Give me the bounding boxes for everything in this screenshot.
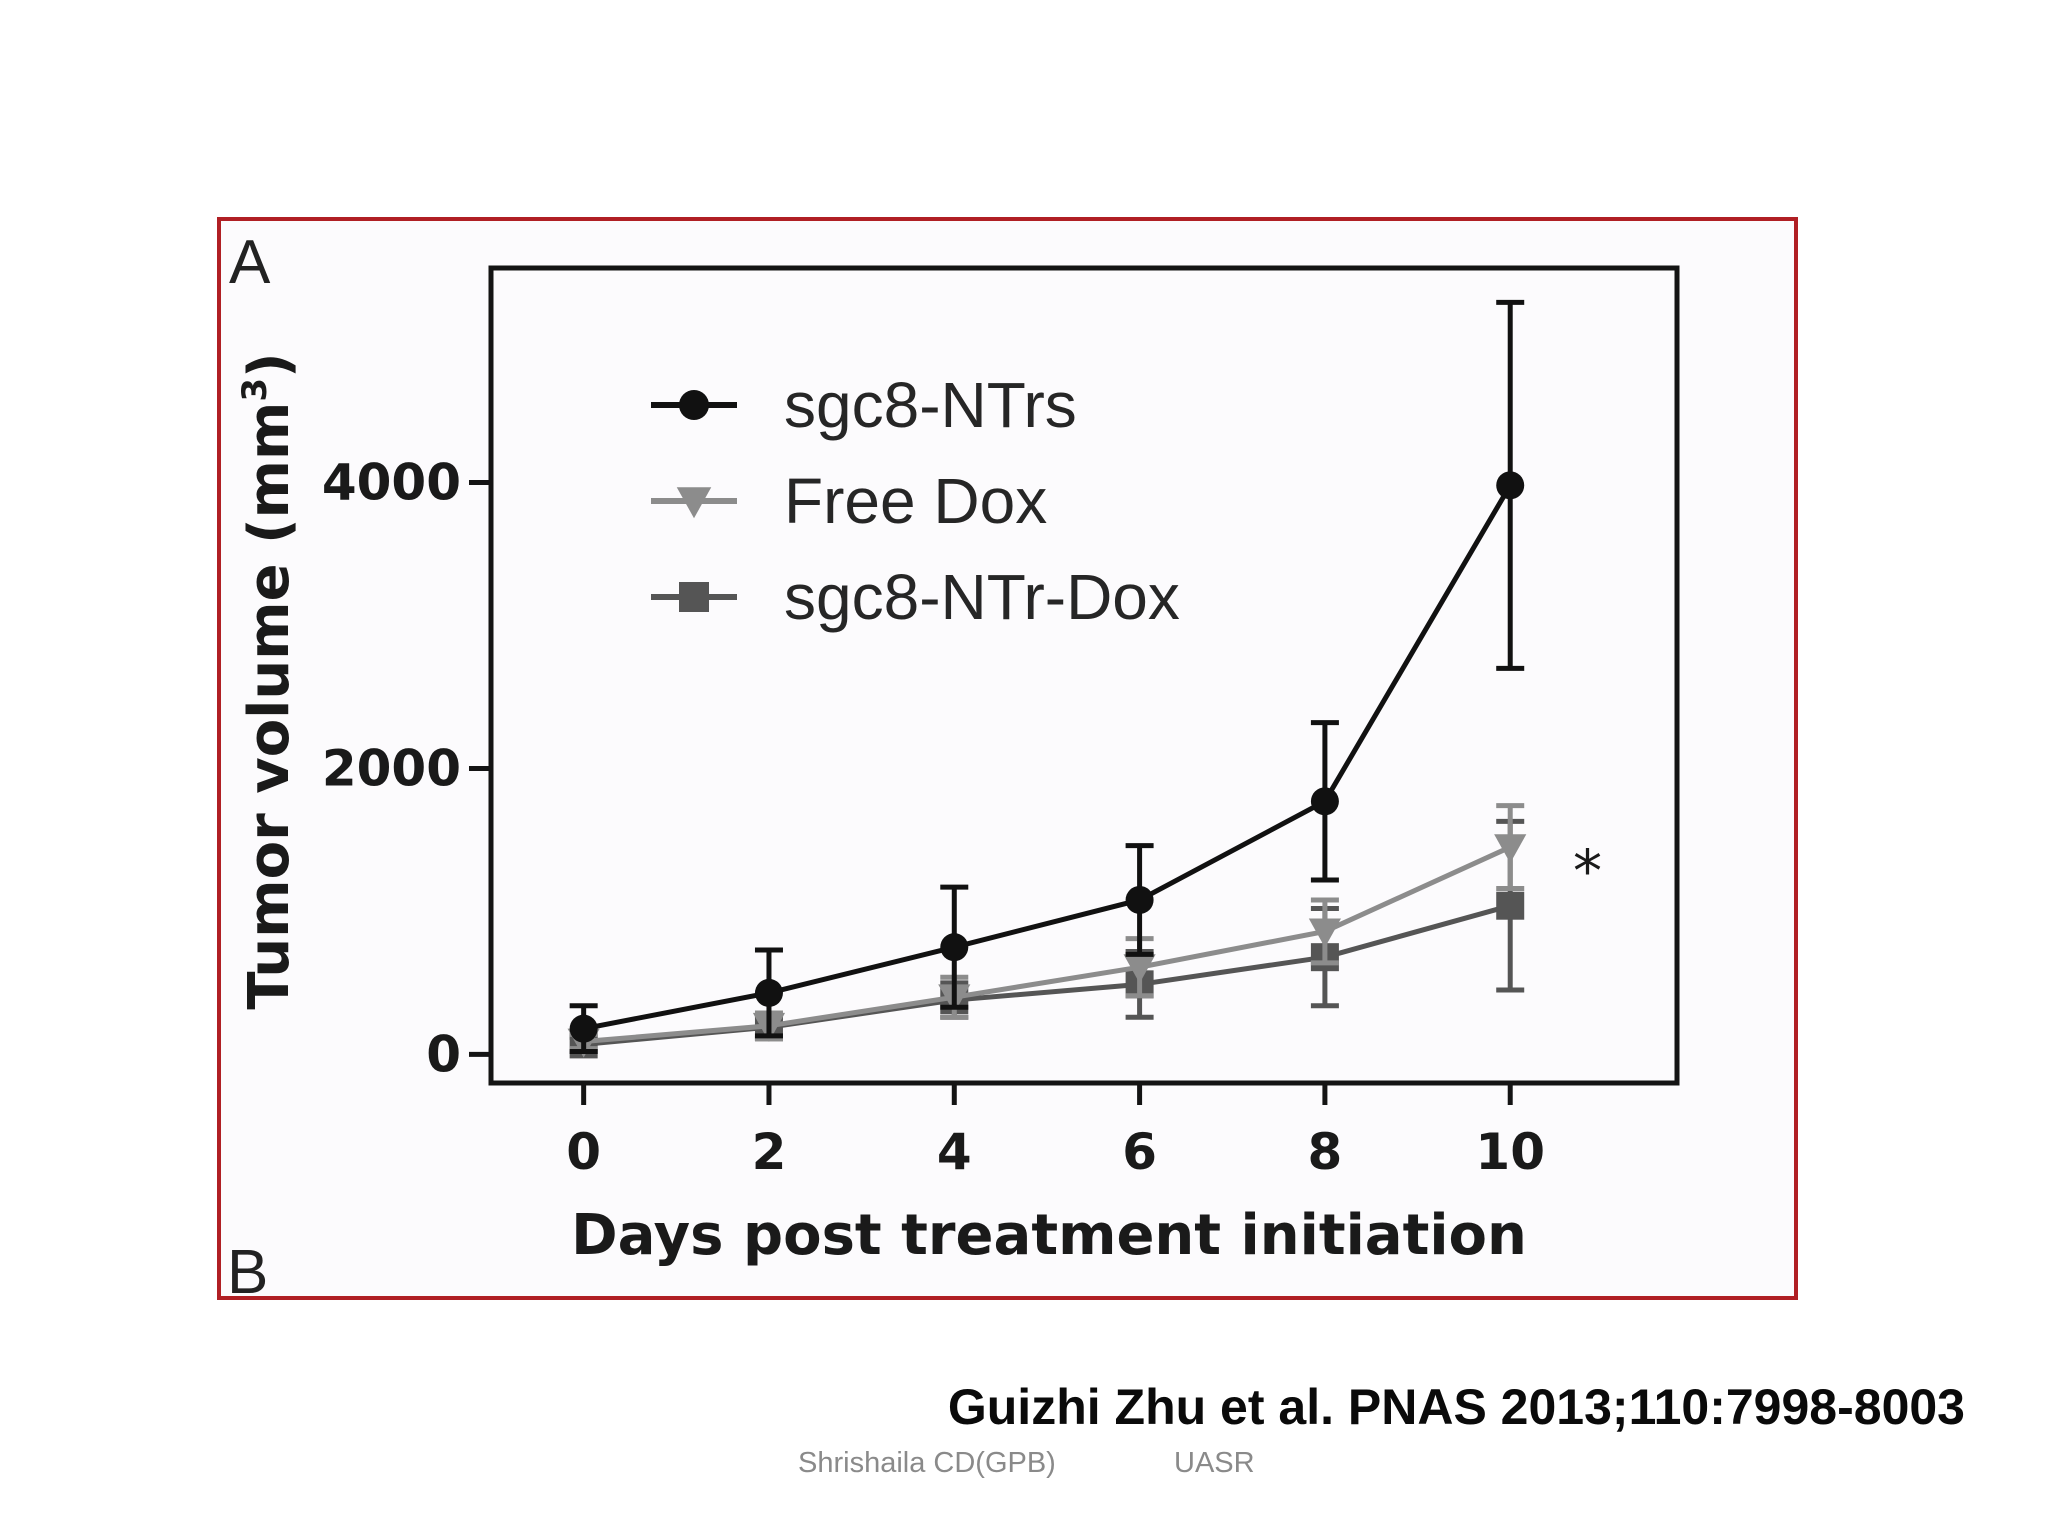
y-tick-label: 0: [426, 1025, 461, 1083]
legend: sgc8-NTrs Free Dox sgc8-NTr-Dox: [651, 369, 1180, 633]
panel-label-b: B: [227, 1238, 268, 1296]
data-point: [569, 1014, 598, 1043]
data-point: [1494, 834, 1527, 864]
data-point: [1496, 891, 1525, 920]
footer-author: Shrishaila CD(GPB): [798, 1447, 1056, 1479]
y-axis-title: Tumor volume (mm3): [235, 352, 302, 1009]
y-axis: 0 2000 4000: [322, 453, 491, 1083]
legend-label: sgc8-NTr-Dox: [784, 561, 1180, 633]
legend-marker: [676, 487, 712, 519]
tumor-volume-chart: A B 0 2000 4000 0 2 4 6 8 10 Days post treatmen…: [227, 228, 1680, 1296]
data-point: [1310, 787, 1339, 816]
data-point: [1308, 918, 1342, 948]
x-tick-label: 0: [566, 1123, 601, 1181]
x-tick-label: 4: [937, 1123, 972, 1181]
series-line: [583, 844, 1512, 1045]
y-tick-label: 2000: [322, 739, 461, 797]
x-tick-label: 8: [1308, 1123, 1343, 1181]
footer-org: UASR: [1174, 1447, 1255, 1479]
data-point: [754, 978, 783, 1007]
legend-label: Free Dox: [784, 465, 1047, 537]
series-line: [583, 484, 1513, 1032]
series-triangle-down: [567, 803, 1527, 1058]
x-tick-label: 6: [1122, 1123, 1157, 1181]
plot-area-frame: [488, 265, 1680, 1086]
citation: Guizhi Zhu et al. PNAS 2013;110:7998-800…: [947, 1379, 1965, 1435]
legend-label: sgc8-NTrs: [784, 369, 1077, 441]
y-tick-label: 4000: [322, 453, 461, 511]
data-point: [1125, 885, 1154, 914]
footer: Shrishaila CD(GPB) UASR: [0, 1447, 2048, 1487]
series-line: [583, 903, 1511, 1047]
x-axis: 0 2 4 6 8 10: [566, 1083, 1545, 1181]
legend-marker: [679, 582, 709, 612]
series-layer: [567, 299, 1527, 1059]
legend-marker: [679, 390, 709, 420]
x-tick-label: 10: [1475, 1123, 1545, 1181]
series-square: [569, 818, 1525, 1059]
significance-asterisk: *: [1573, 837, 1602, 905]
x-axis-title: Days post treatment initiation: [571, 1203, 1527, 1268]
panel-label-a: A: [229, 228, 271, 297]
series-circle: [569, 299, 1525, 1055]
data-point: [1123, 954, 1156, 984]
data-point: [1496, 471, 1525, 500]
x-tick-label: 2: [752, 1123, 787, 1181]
data-point: [940, 933, 969, 962]
figure-frame: A B 0 2000 4000 0 2 4 6 8 10 Days post treatmen…: [217, 217, 1798, 1300]
